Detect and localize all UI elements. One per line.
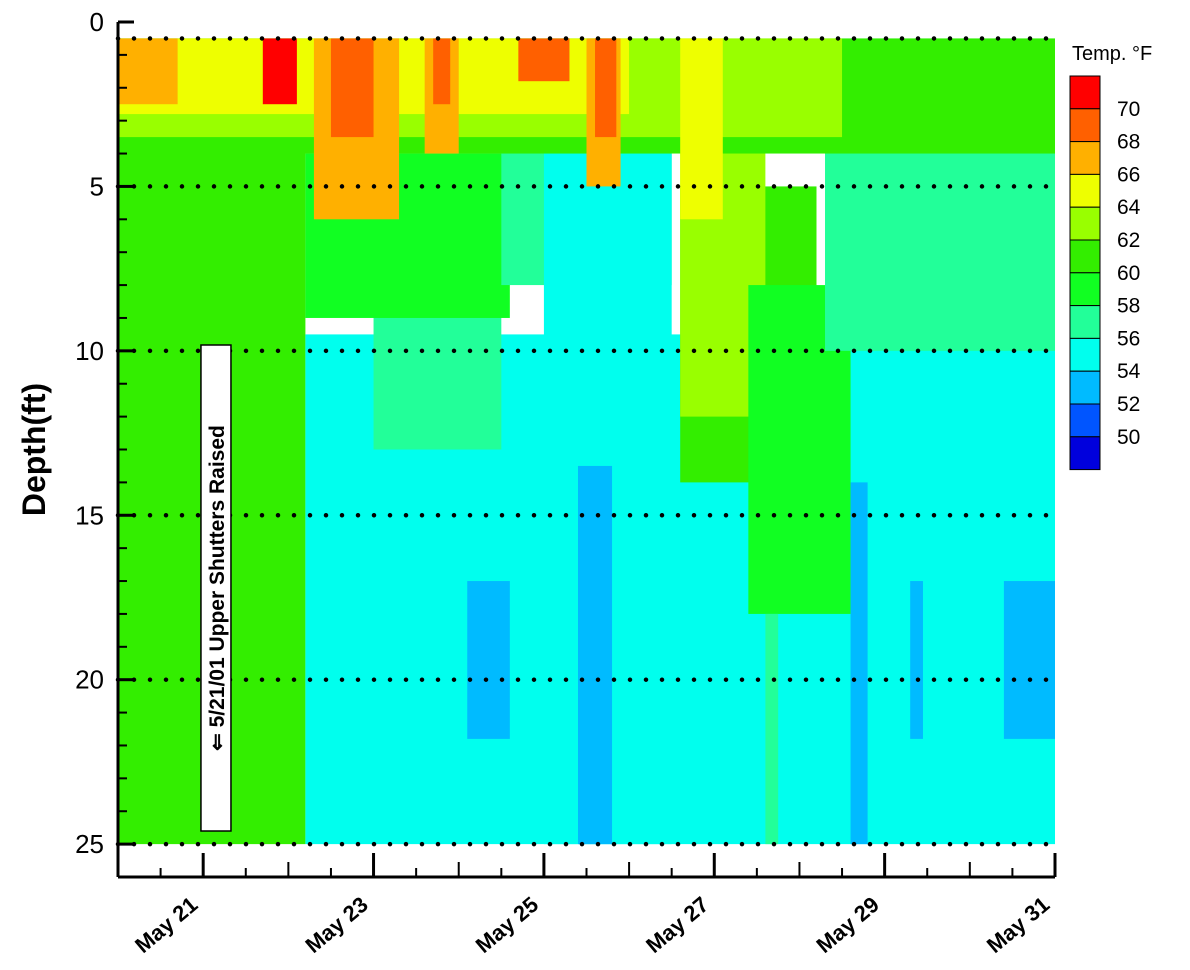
contour-region-52F [1003,581,1055,739]
legend-label: 58 [1117,295,1140,318]
contour-region-52F [577,465,613,845]
legend-label: 62 [1117,229,1140,252]
x-tick-label: May 23 [300,892,372,958]
legend-label: 64 [1117,196,1141,219]
contour-region-52F [910,581,923,739]
legend-title: Temp. °F [1072,43,1152,65]
legend-swatch [1069,305,1101,339]
shutter-annotation: ⇐ 5/21/01 Upper Shutters Raised [200,344,232,832]
contour-region-52F [850,482,868,845]
legend-swatch [1069,436,1101,471]
y-tick-label: 15 [75,500,104,530]
x-tick-label: May 25 [471,892,543,958]
legend-swatch [1069,272,1101,307]
contour-region-52F [467,581,510,739]
y-tick-label: 0 [90,7,104,37]
annotation-text: ⇐ 5/21/01 Upper Shutters Raised [206,425,229,751]
legend-swatch [1069,403,1101,438]
legend-label: 66 [1117,163,1140,186]
legend-label: 70 [1117,98,1140,121]
contour-region-70F [262,38,297,105]
x-tick-label: May 27 [641,892,713,958]
legend-swatch [1069,173,1101,208]
legend-label: 56 [1117,327,1140,350]
legend: Temp. °F 70 68 66 64 62 60 58 56 54 52 50 [1069,43,1152,471]
legend-swatch [1069,141,1101,175]
legend-label: 50 [1117,426,1140,449]
y-axis-title: Depth(ft) [16,383,52,516]
y-tick-label: 5 [90,171,104,201]
legend-label: 60 [1117,262,1140,285]
annotation-box [200,344,232,832]
legend-swatch [1069,75,1101,110]
contour-region-68F [595,38,617,138]
legend-label: 54 [1117,360,1141,383]
y-tick-label: 10 [75,336,104,366]
legend-swatch [1069,370,1101,405]
contour-regions [118,38,1055,845]
contour-region-68F [518,38,570,82]
legend-label: 52 [1117,393,1140,416]
contour-region-56F [765,613,779,845]
legend-swatch [1069,337,1101,372]
legend-label: 68 [1117,131,1140,154]
contour-region-64F [680,38,723,220]
contour-region-68F [330,38,374,138]
contour-region-66F [118,38,178,105]
contour-region-68F [433,38,451,105]
y-tick-label: 20 [75,665,104,695]
legend-swatch [1069,239,1101,274]
legend-swatch [1069,206,1101,241]
x-tick-label: May 29 [812,892,884,958]
x-tick-label: May 31 [982,892,1054,958]
legend-swatch [1069,108,1101,143]
x-tick-label: May 21 [130,892,202,958]
y-tick-label: 25 [75,829,104,859]
